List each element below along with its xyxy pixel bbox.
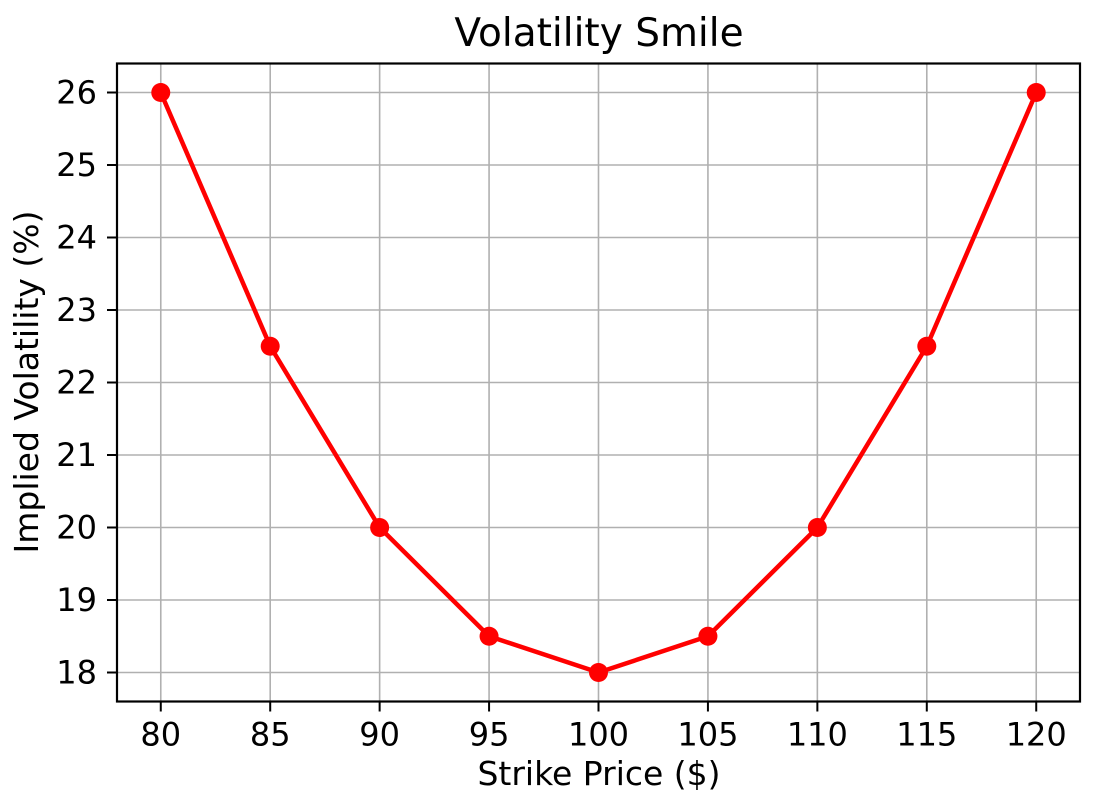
y-tick-label: 25	[56, 146, 97, 184]
y-axis-label: Implied Volatility (%)	[7, 210, 46, 553]
y-tick-label: 18	[56, 654, 97, 692]
y-tick-label: 19	[56, 581, 97, 619]
x-tick-label: 120	[1006, 716, 1067, 754]
x-tick-label: 85	[250, 716, 291, 754]
axis-tick-marks	[107, 91, 1038, 712]
data-point-marker	[479, 626, 499, 646]
data-point-marker	[589, 663, 608, 682]
data-point-marker	[698, 626, 718, 646]
x-tick-label: 90	[359, 716, 400, 754]
x-tick-label: 95	[469, 716, 510, 754]
data-point-marker	[151, 83, 171, 102]
y-tick-label: 21	[56, 436, 97, 474]
data-point-marker	[807, 518, 827, 537]
data-point-markers	[151, 83, 1046, 682]
x-tick-label: 110	[787, 716, 848, 754]
x-tick-label: 115	[896, 716, 957, 754]
data-point-marker	[1026, 83, 1046, 102]
data-point-marker	[917, 336, 937, 356]
y-tick-label: 20	[56, 509, 97, 547]
x-axis-label: Strike Price ($)	[477, 754, 720, 793]
data-point-marker	[260, 336, 280, 356]
gridlines	[117, 63, 1080, 702]
y-tick-label: 24	[56, 219, 97, 257]
y-tick-label: 22	[56, 364, 97, 402]
y-tick-label: 26	[56, 74, 97, 112]
plot-border	[115, 62, 1082, 703]
x-tick-label: 80	[140, 716, 181, 754]
data-point-marker	[370, 518, 390, 537]
axis-tick-labels: 80 85 90 95 100 105 110 115 120 18 19 20 21 22 23 24 25 2…	[56, 74, 1066, 754]
y-tick-label: 23	[56, 291, 97, 329]
x-tick-label: 100	[568, 716, 629, 754]
chart-title: Volatility Smile	[454, 11, 743, 56]
x-tick-label: 105	[677, 716, 738, 754]
